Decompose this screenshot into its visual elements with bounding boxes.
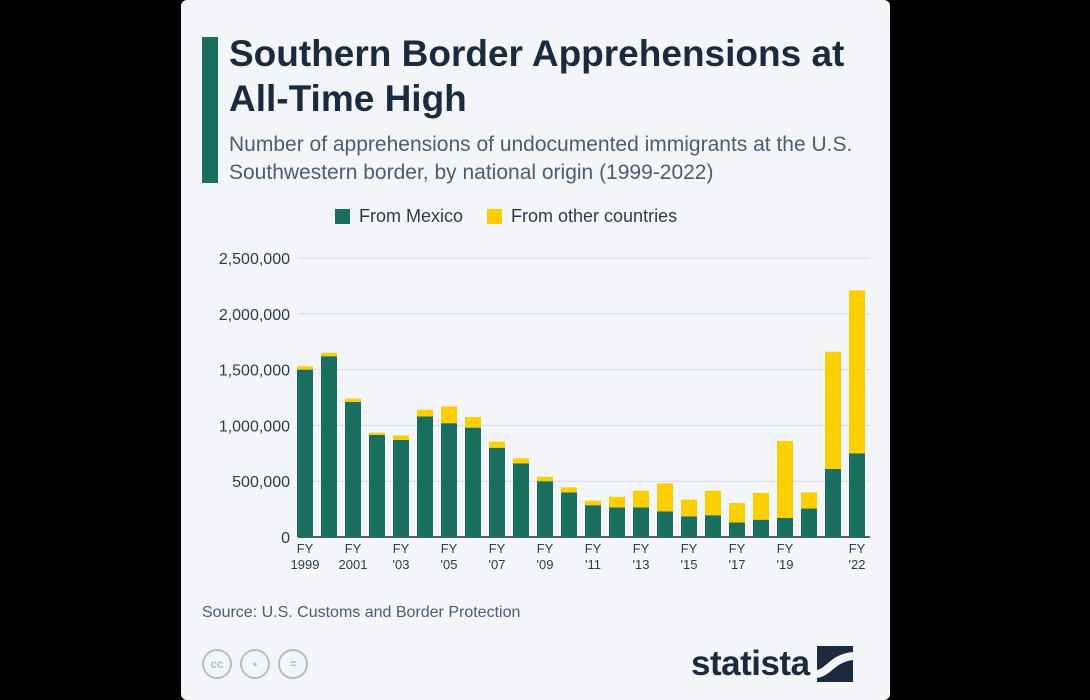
infographic-card: Southern Border Apprehensions at All-Tim… <box>181 0 890 700</box>
bar-other-countries <box>537 476 553 482</box>
x-tick-label: FY <box>489 541 506 556</box>
bar-mexico <box>753 519 769 537</box>
bar-other-countries <box>657 483 673 512</box>
y-tick-label: 500,000 <box>232 474 290 491</box>
x-tick-label: '13 <box>633 557 650 572</box>
bar-other-countries <box>321 352 337 357</box>
bar-mexico <box>513 463 529 537</box>
bar-mexico <box>345 401 361 537</box>
legend-label-other: From other countries <box>511 206 678 226</box>
bar-mexico <box>489 447 505 537</box>
bar-other-countries <box>633 490 649 508</box>
bar-mexico <box>417 416 433 537</box>
bar-mexico <box>369 434 385 537</box>
bar-other-countries <box>849 290 865 454</box>
x-tick-label: FY <box>729 541 746 556</box>
bar-other-countries <box>441 406 457 424</box>
chart-title: Southern Border Apprehensions at All-Tim… <box>229 33 845 119</box>
bar-mexico <box>585 505 601 537</box>
bar-mexico <box>657 511 673 537</box>
x-tick-label: '11 <box>585 557 601 572</box>
bar-mexico <box>537 481 553 537</box>
x-tick-label: FY <box>393 541 410 556</box>
bar-mexico <box>297 369 313 537</box>
source-note: Source: U.S. Customs and Border Protecti… <box>202 604 521 621</box>
legend-swatch-mexico <box>335 209 350 224</box>
no-derivatives-icon[interactable]: = <box>278 649 308 679</box>
accent-bar <box>202 37 218 183</box>
x-tick-label: '07 <box>489 557 506 572</box>
bar-other-countries <box>585 500 601 506</box>
legend-item-mexico: From Mexico <box>335 206 463 227</box>
bar-mexico <box>633 507 649 537</box>
bar-mexico <box>321 356 337 537</box>
bar-mexico <box>777 518 793 537</box>
bar-mexico <box>393 439 409 537</box>
bar-other-countries <box>369 432 385 435</box>
license-icons: cc • = <box>202 649 316 679</box>
x-tick-label: '19 <box>777 557 794 572</box>
x-tick-label: FY <box>681 541 698 556</box>
cc-license-icon[interactable]: cc <box>202 649 232 679</box>
x-tick-label: FY <box>777 541 794 556</box>
bar-other-countries <box>681 499 697 517</box>
x-tick-label: FY <box>537 541 554 556</box>
bar-mexico <box>561 492 577 537</box>
x-tick-label: 2001 <box>339 557 368 572</box>
chart-subtitle: Number of apprehensions of undocumented … <box>229 133 853 184</box>
bar-other-countries <box>489 441 505 448</box>
bar-other-countries <box>345 398 361 402</box>
legend-swatch-other <box>487 209 503 224</box>
bar-other-countries <box>801 492 817 509</box>
bar-other-countries <box>561 487 577 493</box>
legend: From Mexico From other countries <box>335 206 701 227</box>
bar-other-countries <box>297 366 313 370</box>
bar-mexico <box>681 516 697 537</box>
x-tick-label: '22 <box>849 557 866 572</box>
x-tick-label: '05 <box>441 557 458 572</box>
x-tick-label: FY <box>345 541 362 556</box>
x-tick-label: FY <box>441 541 458 556</box>
x-tick-label: '15 <box>681 557 698 572</box>
x-tick-label: '09 <box>537 557 554 572</box>
bar-mexico <box>729 522 745 537</box>
x-tick-label: FY <box>297 541 314 556</box>
bar-other-countries <box>825 351 841 469</box>
bar-other-countries <box>393 435 409 440</box>
bar-mexico <box>465 427 481 537</box>
statista-logo-icon <box>816 646 853 682</box>
bar-mexico <box>441 423 457 537</box>
bar-mexico <box>705 515 721 537</box>
attribution-icon[interactable]: • <box>240 649 270 679</box>
bar-other-countries <box>513 458 529 464</box>
y-tick-label: 2,500,000 <box>219 251 290 268</box>
bar-other-countries <box>609 496 625 508</box>
bar-mexico <box>801 508 817 537</box>
x-tick-label: FY <box>849 541 866 556</box>
y-tick-label: 1,000,000 <box>219 418 290 435</box>
bar-mexico <box>825 468 841 537</box>
x-tick-label: '03 <box>393 557 410 572</box>
bar-mexico <box>609 507 625 537</box>
stacked-bar-chart: 0 500,000 1,000,000 1,500,000 2,000,000 2,500… <box>219 251 870 572</box>
statista-logo[interactable]: statista <box>691 644 853 684</box>
statista-logo-text: statista <box>691 644 810 683</box>
x-tick-label: 1999 <box>291 557 320 572</box>
bar-other-countries <box>465 417 481 428</box>
legend-label-mexico: From Mexico <box>359 206 464 226</box>
y-tick-label: 1,500,000 <box>219 363 290 380</box>
y-tick-label: 0 <box>281 530 290 547</box>
bar-other-countries <box>729 502 745 523</box>
x-tick-label: FY <box>633 541 650 556</box>
y-tick-label: 2,000,000 <box>219 307 290 324</box>
bar-other-countries <box>417 409 433 417</box>
bar-mexico <box>849 453 865 537</box>
x-tick-label: FY <box>585 541 602 556</box>
x-tick-label: '17 <box>729 557 746 572</box>
bar-other-countries <box>705 490 721 516</box>
bar-other-countries <box>777 441 793 519</box>
legend-item-other: From other countries <box>487 206 677 227</box>
bar-other-countries <box>753 492 769 520</box>
